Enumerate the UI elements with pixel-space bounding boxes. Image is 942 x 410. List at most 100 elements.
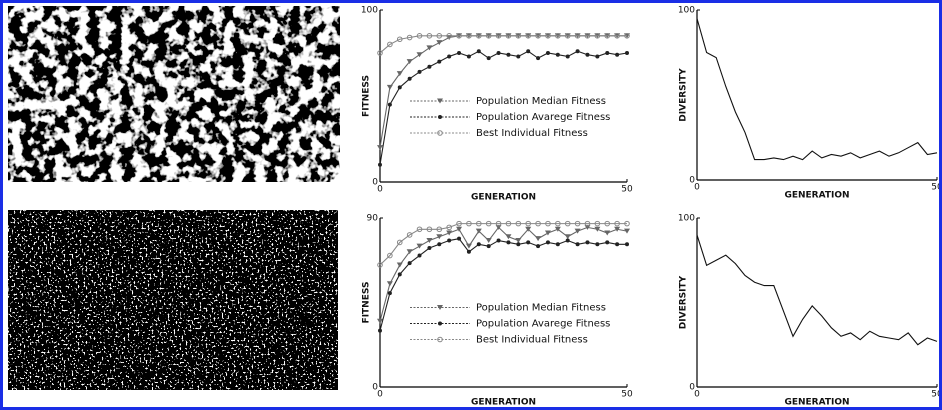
marker: [466, 33, 472, 39]
marker: [604, 33, 611, 39]
marker: [594, 226, 601, 232]
marker: [427, 246, 432, 251]
marker: [416, 52, 423, 58]
marker: [515, 238, 522, 244]
marker: [564, 33, 571, 39]
marker: [584, 224, 591, 230]
x-tick-label: 0: [377, 390, 383, 400]
chart: 0 100 0 50 GENERATION DIVERSITY: [678, 6, 942, 201]
marker: [615, 242, 620, 247]
marker: [386, 281, 393, 287]
chart: 0 100 0 50 GENERATION FITNESS Population Media…: [361, 6, 633, 203]
y-axis-label: DIVERSITY: [679, 275, 689, 329]
marker: [545, 51, 550, 55]
marker: [565, 238, 570, 243]
marker: [437, 130, 443, 136]
marker: [544, 230, 551, 236]
marker: [516, 242, 521, 247]
series-line: [379, 35, 627, 54]
marker: [605, 240, 610, 245]
marker: [535, 220, 541, 227]
marker: [526, 49, 531, 54]
marker: [427, 64, 432, 69]
y-tick-label: 0: [689, 176, 695, 186]
series-line: [696, 18, 938, 161]
marker: [396, 36, 403, 43]
edge-image: [8, 6, 340, 182]
marker: [397, 272, 402, 277]
marker: [377, 50, 383, 56]
marker: [456, 220, 462, 227]
marker: [595, 242, 600, 247]
marker: [436, 40, 443, 46]
marker: [595, 54, 600, 59]
marker: [386, 84, 393, 90]
marker: [457, 51, 462, 55]
y-tick-label: 90: [367, 214, 379, 224]
y-tick-label: 0: [372, 178, 378, 188]
marker: [426, 45, 433, 51]
marker: [585, 240, 590, 245]
marker: [486, 56, 491, 61]
y-tick-label: 0: [372, 383, 378, 393]
marker: [416, 243, 423, 249]
marker: [485, 220, 492, 227]
marker: [545, 33, 551, 39]
marker: [417, 253, 422, 258]
marker: [396, 262, 403, 268]
marker: [625, 242, 629, 247]
marker: [525, 33, 532, 39]
marker: [406, 232, 413, 238]
y-tick-label: 100: [361, 6, 378, 16]
y-tick-label: 0: [689, 383, 695, 393]
marker: [605, 51, 610, 55]
marker: [505, 234, 512, 240]
marker: [407, 76, 412, 81]
series-line: [696, 234, 938, 346]
marker: [505, 220, 512, 227]
legend-label: Population Avarege Fitness: [476, 112, 610, 123]
marker: [475, 228, 482, 234]
marker: [574, 228, 581, 234]
marker: [407, 261, 412, 266]
marker: [387, 291, 392, 296]
marker: [387, 252, 393, 259]
marker: [615, 52, 620, 57]
marker: [396, 71, 403, 77]
marker: [378, 328, 382, 333]
marker: [525, 226, 532, 232]
marker: [624, 33, 630, 39]
marker: [536, 244, 541, 249]
marker: [416, 33, 423, 39]
marker: [447, 54, 452, 59]
marker: [457, 236, 462, 241]
y-axis-label: FITNESS: [362, 75, 372, 117]
x-axis-label: GENERATION: [784, 398, 849, 408]
marker: [436, 33, 443, 39]
marker: [545, 240, 550, 245]
marker: [377, 145, 383, 151]
marker: [564, 234, 571, 240]
marker: [377, 318, 383, 324]
x-axis-label: GENERATION: [784, 191, 849, 201]
x-axis-label: GENERATION: [471, 398, 536, 408]
x-tick-label: 0: [694, 390, 700, 400]
marker: [525, 220, 532, 227]
marker: [495, 224, 502, 230]
chart: 0 90 0 50 GENERATION FITNESS Population Median…: [362, 214, 633, 408]
marker: [446, 33, 452, 39]
marker: [437, 59, 442, 64]
x-tick-label: 50: [621, 185, 633, 195]
marker: [575, 49, 580, 54]
y-axis-label: DIVERSITY: [679, 68, 689, 122]
marker: [554, 226, 561, 232]
marker: [505, 33, 512, 39]
x-tick-label: 50: [621, 390, 633, 400]
marker: [574, 33, 581, 39]
marker: [416, 226, 423, 233]
marker: [378, 162, 382, 167]
marker: [438, 115, 442, 119]
marker: [604, 230, 611, 236]
marker: [535, 236, 542, 242]
